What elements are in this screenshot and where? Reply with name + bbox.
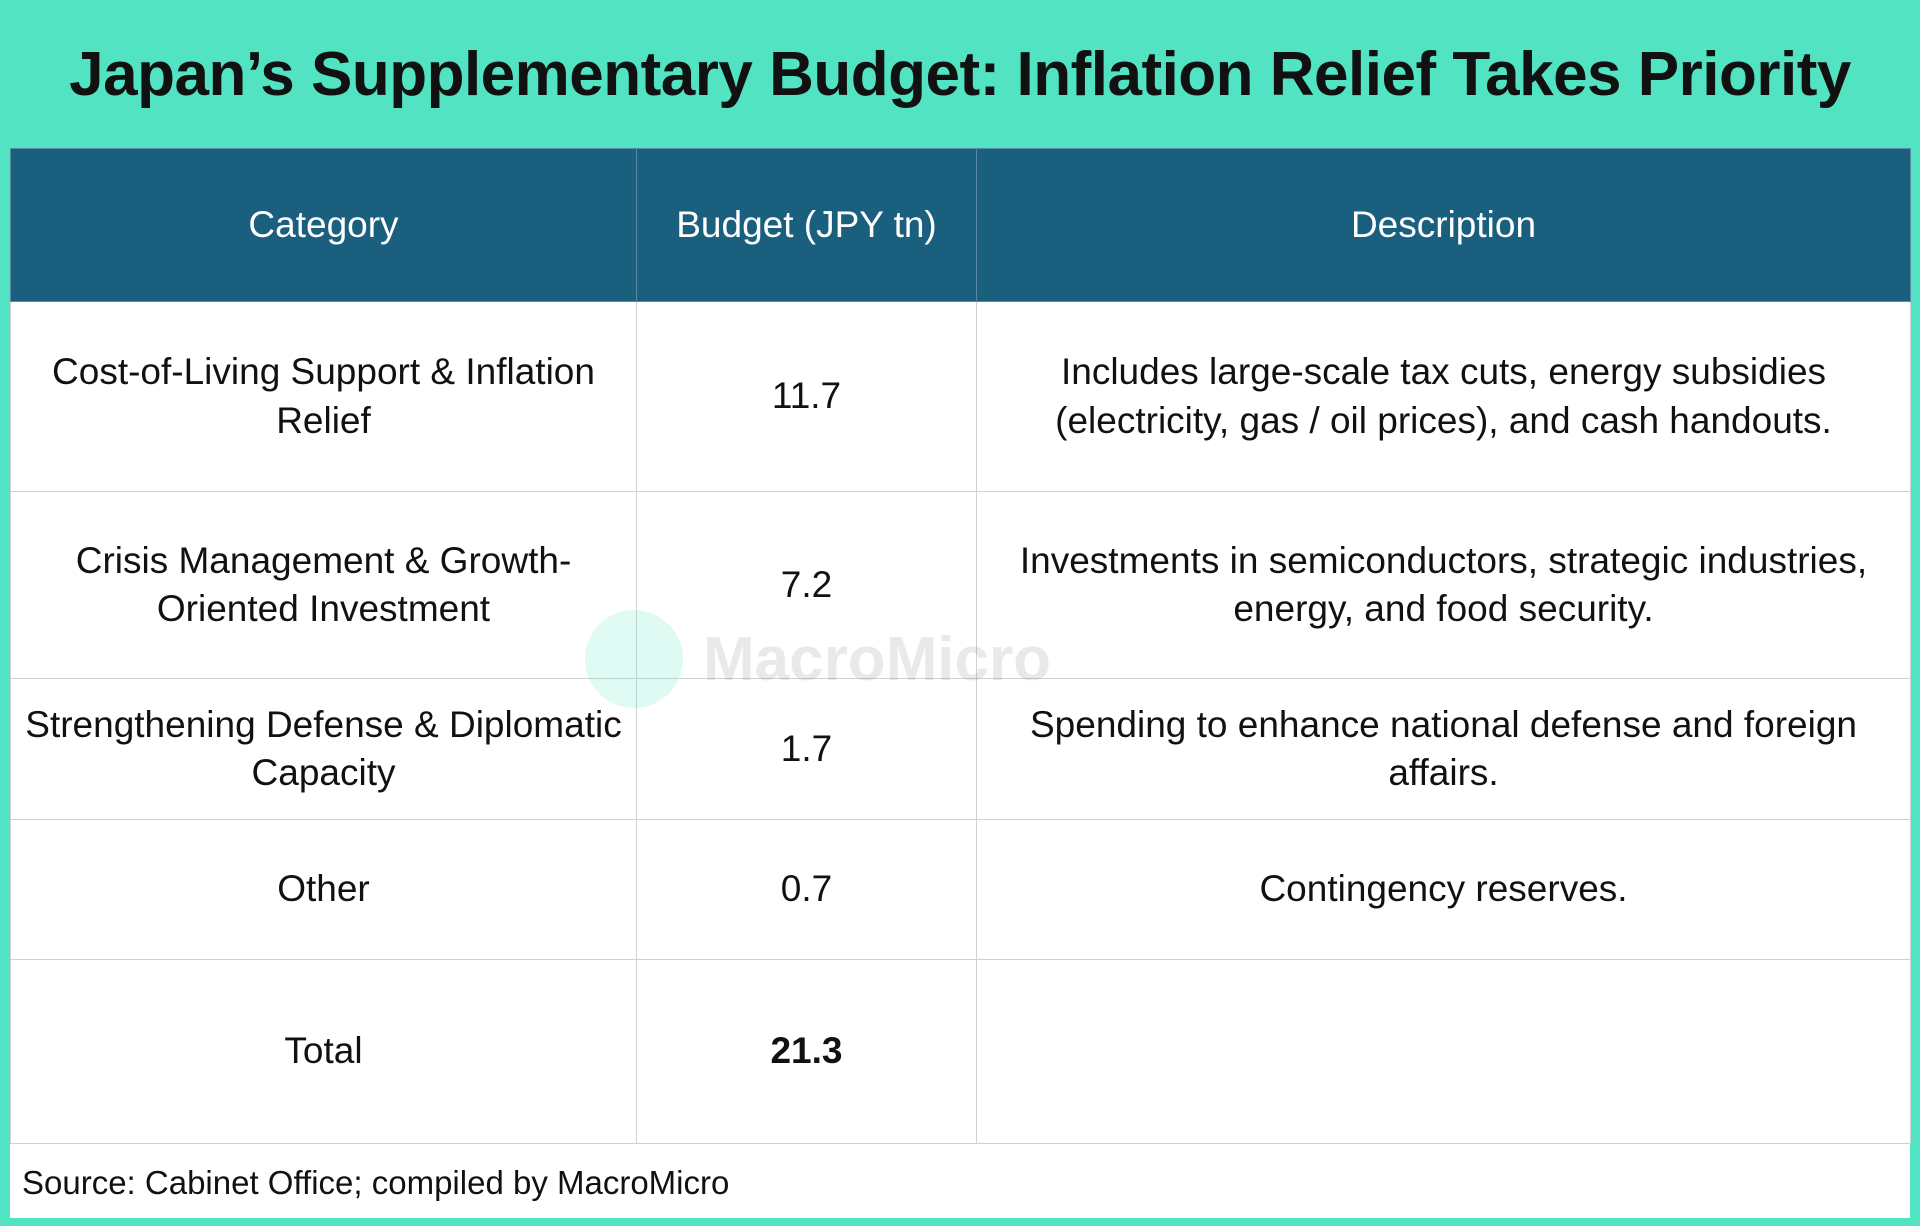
budget-cell: 0.7 [636,819,977,960]
budget-cell: 11.7 [636,301,977,492]
budget-cell: 7.2 [636,491,977,679]
empty-cell [976,959,1911,1144]
data-row: Cost-of-Living Support & Inflation Relie… [10,301,1911,492]
category-cell: Cost-of-Living Support & Inflation Relie… [10,301,637,492]
title: Japan’s Supplementary Budget: Inflation … [69,39,1851,109]
budget-cell: 1.7 [636,678,977,820]
header-cell: Budget (JPY tn) [636,148,977,302]
description-cell: Spending to enhance national defense and… [976,678,1911,820]
header-cell: Description [976,148,1911,302]
data-row: Other 0.7 Contingency reserves. [10,819,1911,960]
budget-table: Category Budget (JPY tn) Description Cost-… [10,148,1911,1144]
category-cell: Strengthening Defense & Diplomatic Capac… [10,678,637,820]
description-cell: Includes large-scale tax cuts, energy su… [976,301,1911,492]
total-budget-cell: 21.3 [636,959,977,1144]
description-cell: Investments in semiconductors, strategic… [976,491,1911,679]
source: Source: Cabinet Office; compiled by Macr… [22,1164,730,1201]
header-cell: Category [10,148,637,302]
header-row: Category Budget (JPY tn) Description [10,148,1911,302]
category-cell: Other [10,819,637,960]
data-row: Crisis Management & Growth-Oriented Inve… [10,491,1911,679]
description-cell: Contingency reserves. [976,819,1911,960]
table-frame: Category Budget (JPY tn) Description Cost-… [10,148,1911,1218]
total-label-cell: Total [10,959,637,1144]
data-row: Strengthening Defense & Diplomatic Capac… [10,678,1911,820]
category-cell: Crisis Management & Growth-Oriented Inve… [10,491,637,679]
total-row: Total 21.3 [10,959,1911,1144]
